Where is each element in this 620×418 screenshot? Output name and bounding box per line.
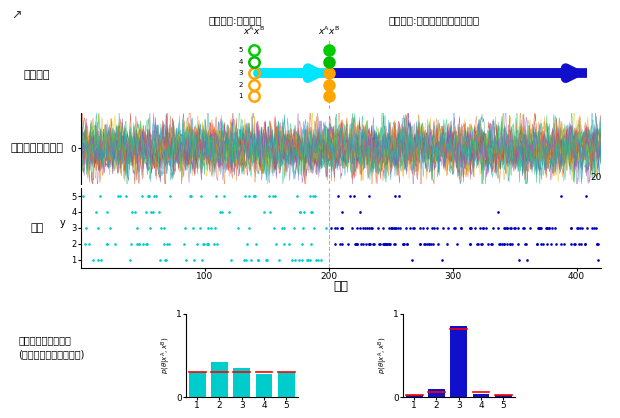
Text: 1: 1 [239,93,243,99]
Bar [255,374,272,397]
Text: 3: 3 [239,70,243,76]
Text: 4: 4 [239,59,243,65]
Bar [405,395,423,397]
Text: 20: 20 [590,173,601,182]
Bar [233,368,250,397]
Text: 2: 2 [239,82,243,88]
Text: 入力なし:自発活動: 入力なし:自発活動 [209,15,262,25]
Bar [211,362,228,397]
Text: 5: 5 [239,47,243,53]
Text: 出力: 出力 [30,223,44,233]
Text: ニューロンの活動: ニューロンの活動 [11,143,64,153]
Text: 感覚入力: 感覚入力 [24,70,50,80]
Bar [450,326,467,397]
X-axis label: $\theta$: $\theta$ [237,416,246,418]
Text: $x^{\rm A}x^{\rm B}$: $x^{\rm A}x^{\rm B}$ [317,25,340,37]
Y-axis label: $p(\theta|x^{\rm A},x^{\rm B})$: $p(\theta|x^{\rm A},x^{\rm B})$ [160,336,174,374]
Bar [278,372,294,397]
X-axis label: $\theta$: $\theta$ [454,416,463,418]
Bar [472,394,490,397]
Y-axis label: $p(\theta|x^{\rm A},x^{\rm B})$: $p(\theta|x^{\rm A},x^{\rm B})$ [377,336,391,374]
Bar [428,389,445,397]
Bar [188,372,205,397]
Text: 入力あり:刺激に誘起された活動: 入力あり:刺激に誘起された活動 [389,15,479,25]
Text: $x^{\rm A}x^{\rm B}$: $x^{\rm A}x^{\rm B}$ [243,25,265,37]
Y-axis label: y: y [60,218,66,228]
Text: ↗: ↗ [11,9,22,22]
Text: 時刻: 時刻 [334,280,348,293]
Text: 生成された確率分布
(赤はベイズ最適な分布): 生成された確率分布 (赤はベイズ最適な分布) [19,335,85,359]
Bar [495,395,512,397]
